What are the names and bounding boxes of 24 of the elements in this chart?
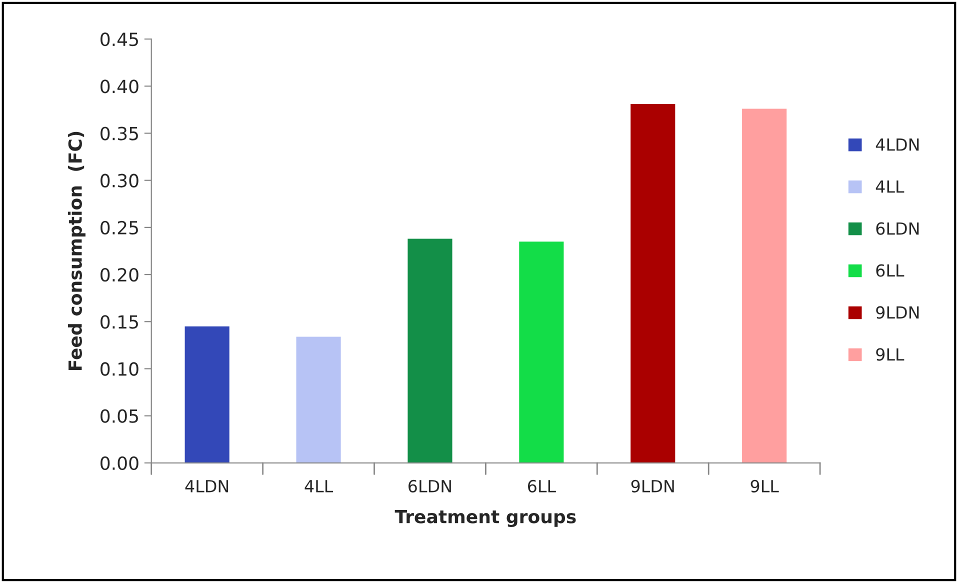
- y-tick-label: 0.10: [100, 362, 138, 376]
- legend-label: 4LDN: [876, 138, 919, 151]
- y-tick-label: 0.25: [100, 220, 138, 235]
- y-tick-label: 0.05: [100, 409, 138, 423]
- legend-label: 4LL: [876, 180, 904, 193]
- x-tick-label: 6LDN: [408, 480, 451, 492]
- x-tick-label: 9LDN: [631, 480, 674, 492]
- legend-label: 6LL: [876, 264, 904, 277]
- legend-label: 9LDN: [876, 306, 919, 319]
- y-tick-label: 0.15: [100, 315, 138, 329]
- x-tick-label: 6LL: [528, 480, 556, 492]
- y-tick-label: 0.45: [100, 32, 138, 46]
- y-axis-title: Feed consumption (FC): [68, 132, 86, 370]
- x-tick-label: 9LL: [750, 480, 779, 492]
- legend-label: 6LDN: [876, 222, 919, 235]
- x-tick-label: 4LL: [304, 480, 334, 492]
- y-tick-label: 0.00: [100, 456, 138, 470]
- x-tick-label: 4LDN: [185, 480, 228, 492]
- y-tick-label: 0.40: [100, 80, 138, 94]
- legend-label: 9LL: [876, 348, 904, 361]
- y-tick-label: 0.30: [100, 174, 138, 188]
- x-axis-title: Treatment groups: [394, 510, 576, 528]
- y-tick-label: 0.20: [100, 268, 138, 282]
- y-tick-label: 0.35: [100, 126, 138, 140]
